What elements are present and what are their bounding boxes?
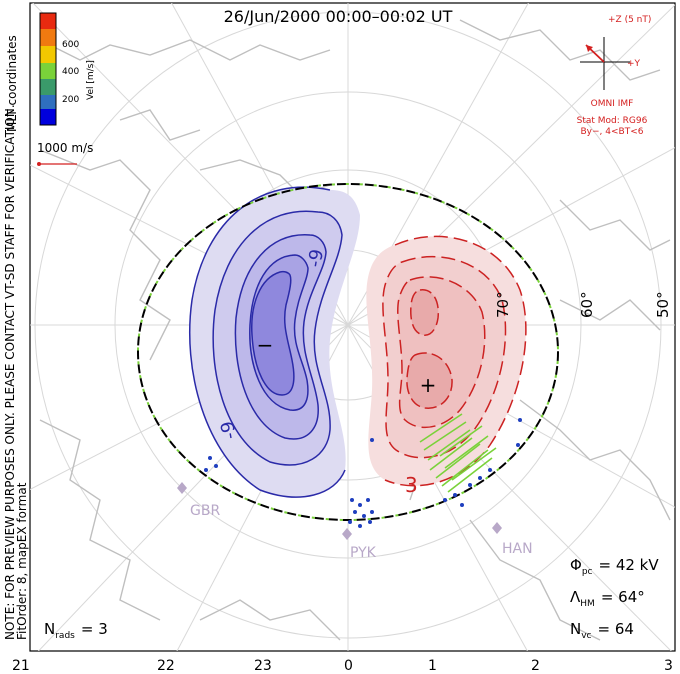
velocity-vectors-blue bbox=[204, 418, 522, 528]
latitude-label-70: 70° bbox=[494, 291, 512, 318]
imf-clock bbox=[580, 37, 630, 90]
colorbar-tick-200: 200 bbox=[62, 95, 79, 105]
mlt-label-22: 22 bbox=[157, 658, 175, 674]
hm-boundary-green bbox=[137, 183, 559, 521]
stat-lambda-hm: ΛHM = 64° bbox=[570, 588, 645, 609]
latitude-label-60: 60° bbox=[578, 291, 596, 318]
colorbar-unit-label: Vel [m/s] bbox=[86, 60, 96, 100]
imf-source-label: OMNI IMF bbox=[591, 99, 634, 109]
mlt-label-0: 0 bbox=[344, 658, 353, 674]
stat-phi-pc: Φpc = 42 kV bbox=[570, 556, 659, 577]
hm-boundary-dashed bbox=[137, 183, 559, 521]
mlt-label-1: 1 bbox=[428, 658, 437, 674]
mlt-label-23: 23 bbox=[254, 658, 272, 674]
svg-text:ΛHM= 64°: ΛHM = 64° bbox=[570, 588, 645, 609]
stat-n-vc: Nvc = 64 bbox=[570, 620, 634, 641]
map-title: 26/Jun/2000 00:00–00:02 UT bbox=[224, 7, 453, 26]
reference-vector-label: 1000 m/s bbox=[37, 141, 93, 155]
svg-text:Φpc= 42 kV: Φpc = 42 kV bbox=[570, 556, 659, 577]
mlt-label-2: 2 bbox=[531, 658, 540, 674]
stat-model-conditions: By−, 4<BT<6 bbox=[581, 127, 644, 137]
svg-text:Nvc= 64: Nvc = 64 bbox=[570, 620, 634, 641]
preview-note: NOTE: FOR PREVIEW PURPOSES ONLY. PLEASE … bbox=[3, 104, 17, 640]
potential-maximum-marker: + bbox=[420, 373, 437, 397]
station-label-gbr: GBR bbox=[190, 503, 220, 519]
positive-potential-cell bbox=[366, 235, 527, 487]
velocity-colorbar bbox=[39, 12, 57, 126]
colorbar-tick-600: 600 bbox=[62, 40, 79, 50]
station-label-pyk: PYK bbox=[350, 545, 377, 561]
contour-label-negative: -9 bbox=[304, 248, 328, 269]
stat-n-rads: Nrads = 3 bbox=[44, 620, 108, 641]
mlt-label-21: 21 bbox=[12, 658, 30, 674]
negative-potential-cell bbox=[189, 186, 360, 498]
svg-text:Nrads= 3: Nrads = 3 bbox=[44, 620, 108, 641]
contour-label-positive: 3 bbox=[405, 473, 418, 497]
velocity-vectors-green bbox=[419, 413, 497, 493]
station-markers bbox=[177, 482, 502, 540]
mlt-label-3: 3 bbox=[664, 658, 673, 674]
stat-model-label: Stat Mod: RG96 bbox=[577, 116, 648, 126]
fit-order-note: FitOrder: 8, mapEX format bbox=[15, 482, 29, 640]
imf-y-label: +Y bbox=[627, 59, 641, 69]
contour-label-negative-low: -9 bbox=[217, 419, 241, 440]
colorbar-tick-400: 400 bbox=[62, 67, 79, 77]
latitude-label-50: 50° bbox=[654, 291, 672, 318]
potential-minimum-marker: − bbox=[257, 333, 274, 357]
coordinates-label: MLT coordinates bbox=[5, 35, 19, 132]
imf-scale-label: +Z (5 nT) bbox=[608, 15, 651, 25]
station-label-han: HAN bbox=[502, 541, 533, 557]
